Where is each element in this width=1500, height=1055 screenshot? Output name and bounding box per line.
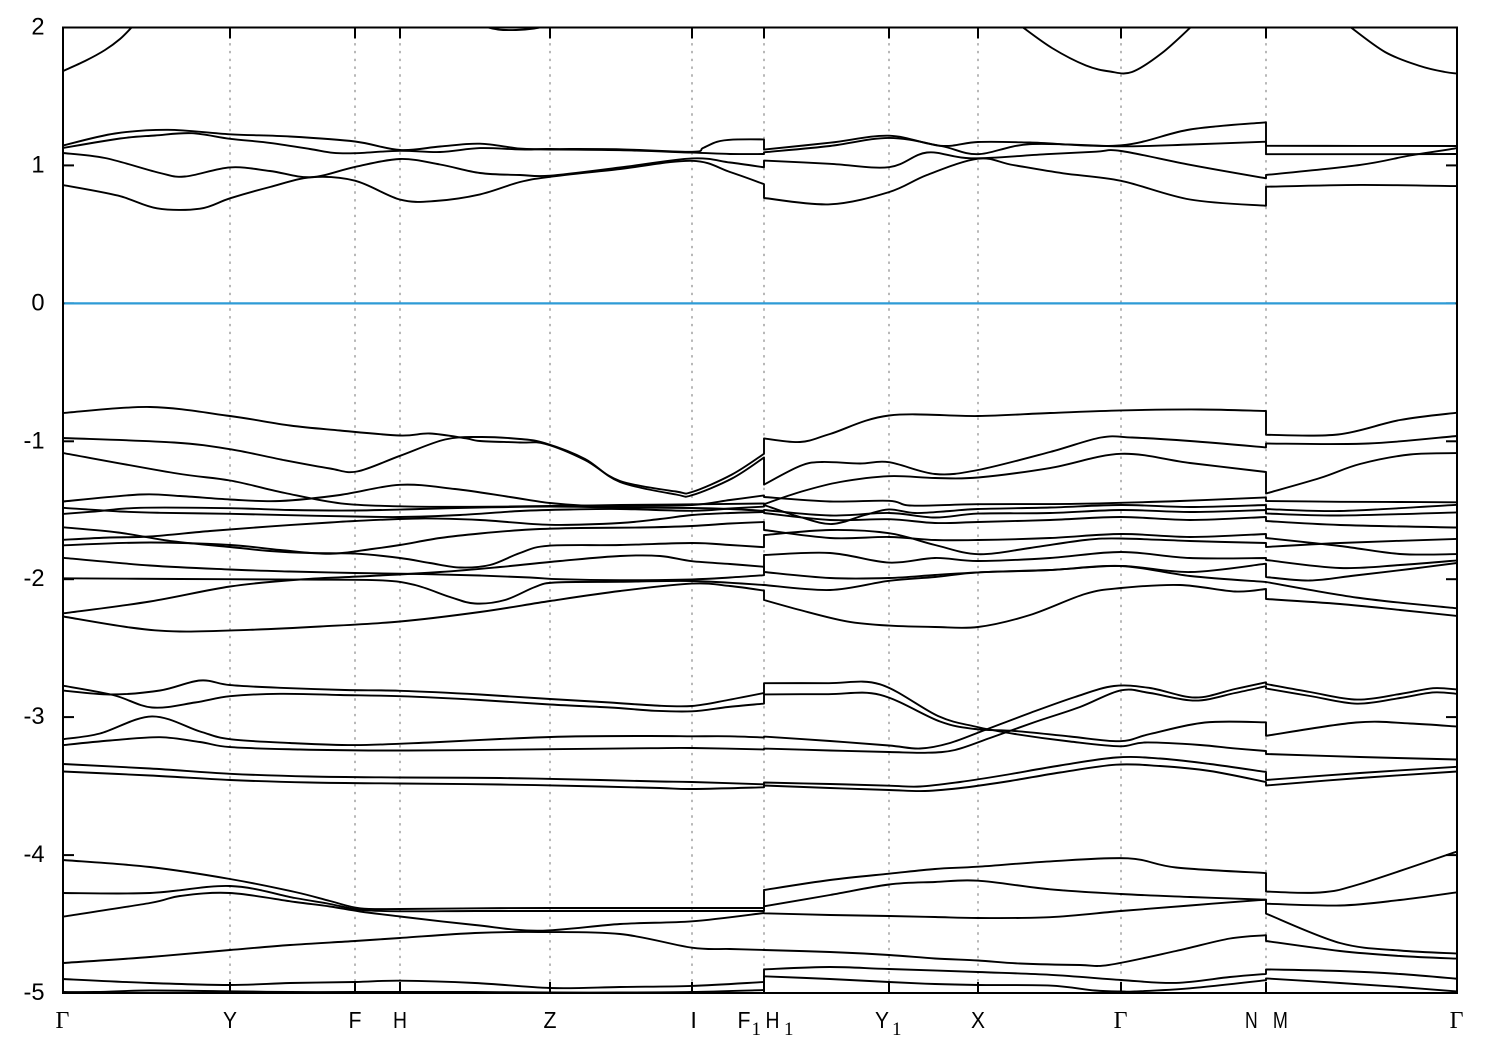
svg-text:Y: Y: [875, 1007, 889, 1033]
svg-text:1: 1: [31, 152, 44, 178]
svg-text:H: H: [766, 1007, 780, 1033]
svg-text:N: N: [1245, 1007, 1258, 1033]
svg-text:-3: -3: [23, 704, 44, 730]
svg-text:F: F: [349, 1007, 362, 1033]
svg-text:Γ: Γ: [1450, 1008, 1464, 1034]
svg-text:2: 2: [31, 15, 44, 41]
svg-text:1: 1: [784, 1019, 794, 1040]
svg-text:H: H: [393, 1007, 407, 1033]
svg-text:Γ: Γ: [1114, 1008, 1128, 1034]
svg-text:Y: Y: [223, 1007, 237, 1033]
svg-text:F: F: [738, 1007, 751, 1033]
svg-text:-4: -4: [23, 842, 44, 868]
svg-text:Z: Z: [544, 1007, 557, 1033]
svg-text:1: 1: [752, 1019, 762, 1040]
svg-text:I: I: [690, 1007, 697, 1033]
svg-text:0: 0: [31, 290, 44, 316]
svg-text:-2: -2: [23, 566, 44, 592]
svg-text:M: M: [1273, 1007, 1288, 1033]
svg-text:X: X: [971, 1007, 985, 1033]
svg-text:1: 1: [892, 1019, 902, 1040]
svg-text:-1: -1: [23, 428, 44, 454]
svg-text:Γ: Γ: [55, 1008, 69, 1034]
svg-text:-5: -5: [23, 980, 44, 1006]
